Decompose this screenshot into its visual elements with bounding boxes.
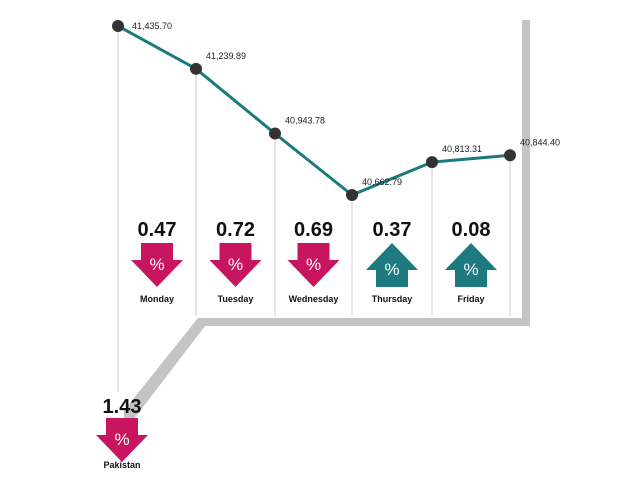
data-point	[190, 62, 202, 75]
data-point	[504, 149, 516, 162]
daily-change-monday: 0.47% Monday	[131, 219, 183, 304]
data-label: 41,239.89	[206, 51, 246, 61]
data-point	[346, 189, 358, 201]
percent-symbol: %	[463, 260, 478, 279]
up-arrow-icon	[366, 243, 418, 287]
panel-background	[118, 14, 522, 418]
weekly-change: 1.43% Pakistan	[96, 396, 148, 470]
daily-changes: 0.47% Monday 0.72% Tuesday 0.69% Wednesday 0.3…	[131, 219, 497, 304]
data-labels: 41,435.70 41,239.89 40,943.78 40,662.79 40,8…	[132, 21, 560, 187]
down-arrow-icon	[209, 243, 262, 287]
percent-symbol: %	[228, 255, 243, 274]
data-label: 40,662.79	[362, 177, 402, 187]
day-label: Tuesday	[218, 294, 254, 304]
series-line	[117, 24, 511, 197]
percent-symbol: %	[114, 430, 129, 449]
day-label: Monday	[140, 294, 174, 304]
series-line	[117, 24, 511, 197]
change-percent: 0.08	[452, 219, 491, 241]
day-label: Friday	[457, 294, 484, 304]
down-arrow-icon	[287, 243, 340, 287]
data-points	[112, 20, 516, 201]
down-arrow-icon	[96, 418, 148, 462]
up-arrow-icon	[445, 243, 497, 287]
weekly-change-label: Pakistan	[103, 460, 140, 470]
day-label: Wednesday	[289, 294, 339, 304]
down-arrow-icon	[131, 243, 183, 287]
gridlines	[117, 26, 511, 392]
data-point	[426, 156, 438, 169]
data-point	[269, 127, 281, 140]
data-label: 40,943.78	[285, 116, 325, 126]
weekly-change-percent: 1.43	[103, 396, 142, 418]
change-percent: 0.72	[216, 219, 255, 241]
daily-change-thursday: 0.37% Thursday	[366, 219, 418, 304]
data-label: 41,435.70	[132, 21, 172, 31]
daily-change-friday: 0.08% Friday	[445, 219, 497, 304]
percent-symbol: %	[149, 255, 164, 274]
change-percent: 0.69	[294, 219, 333, 241]
percent-symbol: %	[306, 255, 321, 274]
data-label: 40,844.40	[520, 137, 560, 147]
data-point	[112, 20, 124, 32]
day-label: Thursday	[372, 294, 413, 304]
percent-symbol: %	[384, 260, 399, 279]
data-label: 40,813.31	[442, 144, 482, 154]
change-percent: 0.47	[138, 219, 177, 241]
change-percent: 0.37	[373, 219, 412, 241]
daily-change-wednesday: 0.69% Wednesday	[287, 219, 340, 304]
daily-change-tuesday: 0.72% Tuesday	[209, 219, 262, 304]
